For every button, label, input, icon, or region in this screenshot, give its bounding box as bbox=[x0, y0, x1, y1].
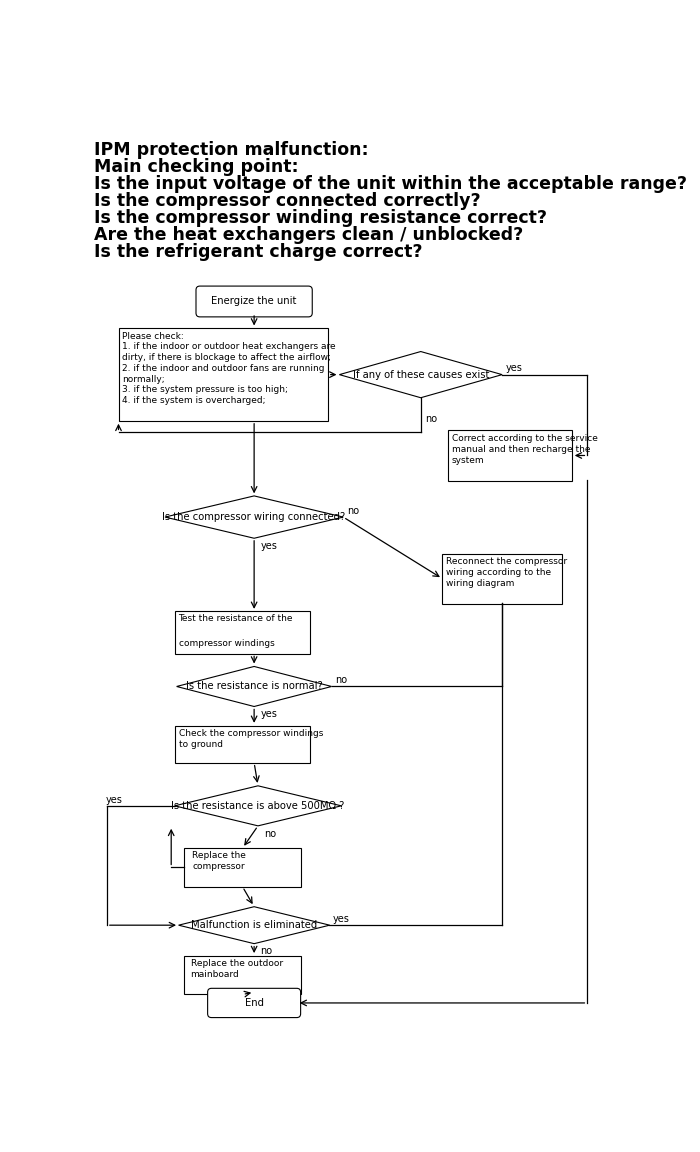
Polygon shape bbox=[176, 667, 332, 706]
Text: Main checking point:: Main checking point: bbox=[94, 158, 298, 176]
Text: Reconnect the compressor
wiring according to the
wiring diagram: Reconnect the compressor wiring accordin… bbox=[446, 556, 567, 588]
Text: Is the input voltage of the unit within the acceptable range?: Is the input voltage of the unit within … bbox=[94, 175, 687, 194]
Text: yes: yes bbox=[506, 364, 523, 373]
Text: yes: yes bbox=[333, 914, 350, 924]
Text: Is the refrigerant charge correct?: Is the refrigerant charge correct? bbox=[94, 243, 422, 262]
FancyBboxPatch shape bbox=[442, 554, 562, 604]
Text: no: no bbox=[264, 828, 276, 839]
Text: Correct according to the service
manual and then recharge the
system: Correct according to the service manual … bbox=[452, 433, 598, 464]
Text: yes: yes bbox=[105, 795, 122, 804]
Text: yes: yes bbox=[260, 540, 277, 551]
FancyBboxPatch shape bbox=[196, 286, 312, 317]
FancyBboxPatch shape bbox=[175, 726, 310, 763]
FancyBboxPatch shape bbox=[184, 848, 300, 887]
Text: Replace the outdoor
mainboard: Replace the outdoor mainboard bbox=[190, 960, 283, 979]
Text: no: no bbox=[260, 946, 272, 956]
Polygon shape bbox=[340, 351, 502, 397]
Text: Please check:
1. if the indoor or outdoor heat exchangers are
dirty, if there is: Please check: 1. if the indoor or outdoo… bbox=[122, 332, 336, 406]
FancyBboxPatch shape bbox=[184, 956, 300, 994]
Text: Is the compressor connected correctly?: Is the compressor connected correctly? bbox=[94, 192, 480, 210]
FancyBboxPatch shape bbox=[118, 328, 328, 420]
Text: IPM protection malfunction:: IPM protection malfunction: bbox=[94, 142, 368, 159]
Polygon shape bbox=[165, 495, 343, 538]
Polygon shape bbox=[178, 907, 330, 943]
Polygon shape bbox=[175, 786, 342, 826]
Text: no: no bbox=[335, 675, 348, 685]
Text: Replace the
compressor: Replace the compressor bbox=[192, 851, 246, 871]
Text: no: no bbox=[425, 414, 437, 424]
Text: Is the compressor wiring connected?: Is the compressor wiring connected? bbox=[162, 513, 346, 522]
Text: Are the heat exchangers clean / unblocked?: Are the heat exchangers clean / unblocke… bbox=[94, 226, 523, 244]
FancyBboxPatch shape bbox=[208, 988, 300, 1017]
Text: Energize the unit: Energize the unit bbox=[211, 296, 297, 306]
Text: Check the compressor windings
to ground: Check the compressor windings to ground bbox=[178, 729, 323, 749]
Text: Malfunction is eliminated: Malfunction is eliminated bbox=[191, 920, 317, 930]
FancyBboxPatch shape bbox=[448, 431, 572, 480]
Text: End: End bbox=[244, 998, 264, 1008]
FancyBboxPatch shape bbox=[175, 612, 310, 653]
Text: no: no bbox=[347, 506, 359, 516]
Text: Is the resistance is normal?: Is the resistance is normal? bbox=[186, 682, 323, 691]
Text: Is the compressor winding resistance correct?: Is the compressor winding resistance cor… bbox=[94, 209, 547, 227]
Text: yes: yes bbox=[260, 710, 277, 719]
Text: Is the resistance is above 500MΩ ?: Is the resistance is above 500MΩ ? bbox=[172, 801, 344, 811]
Text: If any of these causes exist: If any of these causes exist bbox=[353, 370, 489, 380]
Text: Test the resistance of the

compressor windings: Test the resistance of the compressor wi… bbox=[178, 614, 293, 649]
